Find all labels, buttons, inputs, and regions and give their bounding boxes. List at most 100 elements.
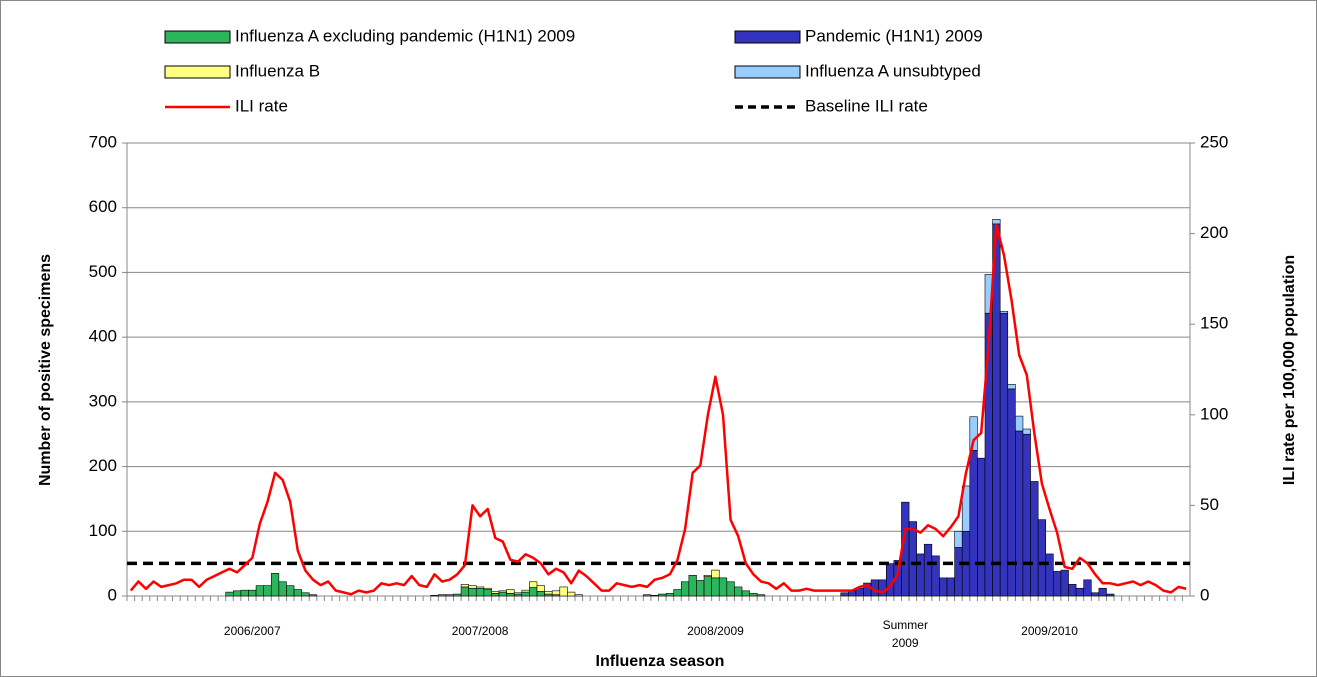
legend-label: Influenza B [235,61,320,80]
bar [521,591,530,597]
bar [749,593,758,597]
bar [506,593,515,597]
bar [1090,592,1100,597]
bar [1068,584,1077,597]
bar [718,577,728,597]
bar [498,590,507,593]
bar [255,585,264,597]
bar [293,589,302,597]
bar [248,589,257,597]
bar [430,595,439,597]
y2-tick-label: 100 [1200,404,1228,423]
bar [483,589,492,597]
bar [529,581,538,588]
bar [999,312,1009,597]
legend-label: Influenza A excluding pandemic (H1N1) 20… [235,26,575,45]
legend-swatch [734,65,801,79]
bar [559,586,568,597]
bar [688,574,697,597]
bar [954,530,963,548]
bar [445,594,454,597]
bar [650,595,659,597]
y2-tick-label: 50 [1200,495,1219,514]
bar [483,587,492,590]
y2-axis-title: ILI rate per 100,000 population [1281,255,1298,485]
bar [1037,519,1047,597]
legend-label: Influenza A unsubtyped [805,61,981,80]
bar [658,593,667,597]
y-tick-label: 0 [108,585,117,604]
bar [301,592,310,597]
legend-swatch [734,30,801,44]
y-tick-label: 500 [89,262,117,281]
y-tick-label: 300 [89,391,117,410]
y-tick-label: 700 [89,132,117,151]
y2-tick-label: 0 [1200,585,1209,604]
x-tick-label: 2007/2008 [452,624,509,638]
bar [992,219,1001,225]
bar [1007,384,1016,390]
bar [1106,593,1115,597]
y-tick-label: 200 [89,456,117,475]
x-tick-label: 2009/2010 [1021,624,1078,638]
bar [1030,481,1039,597]
bar [453,593,462,597]
bar [908,521,917,597]
bar [946,577,955,597]
bar [1053,571,1062,597]
x-tick-label: 2008/2009 [687,624,744,638]
y-tick-label: 600 [89,197,117,216]
bar [643,594,652,597]
legend-label: ILI rate [235,96,288,115]
y-axis-title: Number of positive specimens [37,254,54,486]
bar [460,586,469,597]
bar [574,594,583,597]
y2-tick-label: 200 [1200,223,1228,242]
bar [491,591,500,594]
bar [885,563,895,597]
bar [521,589,530,593]
bar [491,593,500,597]
bar [263,585,272,597]
bar [703,576,712,597]
bar [939,577,948,597]
legend-label: Baseline ILI rate [805,96,928,115]
bar [225,591,234,597]
bar [233,590,242,597]
y-tick-label: 100 [89,521,117,540]
bar [726,581,735,597]
bar [1022,433,1031,597]
bar [703,574,712,577]
y2-tick-label: 150 [1200,314,1228,333]
bar [551,590,561,596]
bar [734,586,743,597]
bar [1060,569,1069,597]
bar [460,584,469,588]
bar [840,592,849,597]
bar [1015,415,1024,432]
bar [536,591,545,597]
bar [696,580,705,597]
bar [711,569,720,579]
bar [1015,430,1024,597]
bar [665,593,674,597]
bar [308,594,318,597]
bar [931,555,940,597]
bar [544,591,553,595]
bar [438,594,447,597]
bar [680,581,690,597]
bar [468,585,477,589]
x-tick-label: 2006/2007 [224,624,281,638]
bar [529,587,538,597]
bar [673,589,682,597]
bar [741,590,750,597]
bar [711,577,720,597]
bar [513,592,523,595]
bar [498,591,507,597]
ili-line [129,223,1187,596]
bar [1083,579,1092,597]
bar [475,586,485,589]
bar [916,553,925,597]
